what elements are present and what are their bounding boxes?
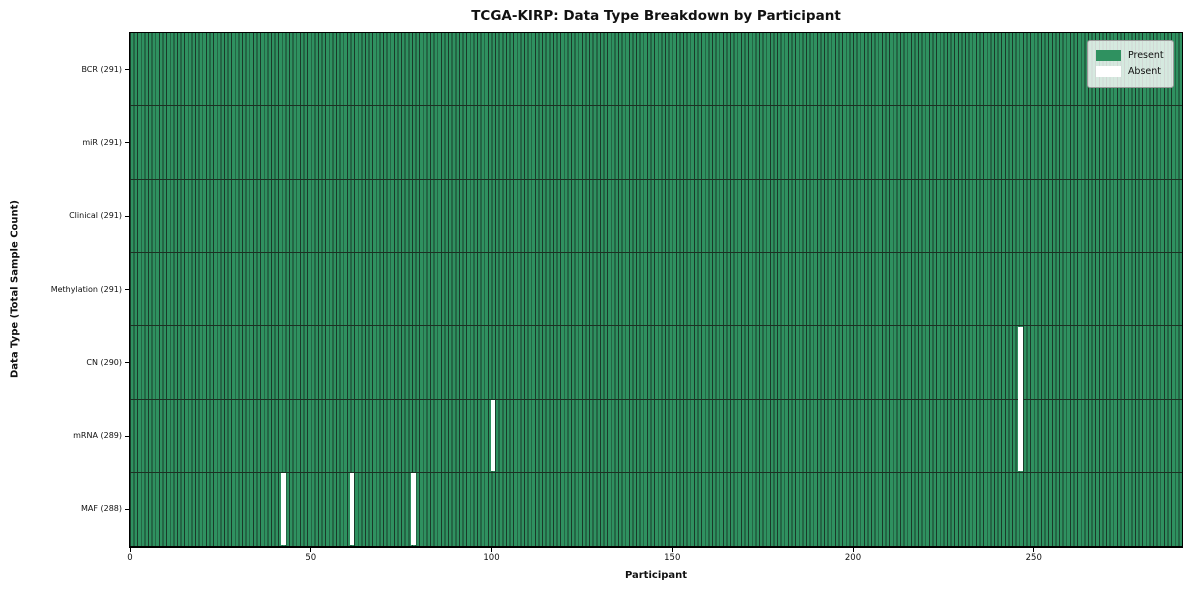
absent-bar	[411, 473, 416, 545]
chart-title: TCGA-KIRP: Data Type Breakdown by Partic…	[471, 8, 841, 24]
y-tick-label: Methylation (291)	[50, 284, 122, 294]
y-tick	[125, 435, 129, 437]
x-tick-label: 200	[844, 553, 862, 563]
y-tick-label: CN (290)	[86, 357, 122, 367]
legend-swatch-icon	[1095, 66, 1121, 78]
absent-bar	[349, 473, 355, 545]
row-divider	[129, 325, 1182, 327]
x-tick	[1033, 547, 1035, 552]
x-tick-label: 50	[305, 553, 317, 563]
y-tick-label: BCR (291)	[81, 64, 122, 74]
x-tick	[852, 547, 854, 552]
y-tick	[125, 362, 129, 364]
row-divider	[129, 398, 1182, 400]
row-divider	[129, 471, 1182, 473]
y-tick	[125, 215, 129, 217]
x-tick	[129, 547, 131, 552]
legend-item: Absent	[1095, 65, 1164, 79]
row-divider	[129, 251, 1182, 253]
legend-item: Present	[1095, 49, 1164, 63]
y-tick	[125, 508, 129, 510]
y-tick	[125, 69, 129, 71]
legend-label: Present	[1127, 50, 1164, 62]
x-tick-label: 150	[664, 553, 681, 563]
y-tick-label: MAF (288)	[80, 504, 122, 514]
plot-area: Present Absent	[128, 31, 1183, 548]
x-tick-label: 0	[127, 553, 133, 563]
x-tick-label: 250	[1025, 553, 1042, 563]
legend: Present Absent	[1086, 39, 1174, 88]
legend-label: Absent	[1127, 66, 1162, 78]
absent-bar	[280, 473, 286, 545]
row-divider	[129, 178, 1182, 180]
absent-bar	[1018, 326, 1024, 472]
x-tick-label: 100	[483, 553, 500, 563]
row-divider	[129, 105, 1182, 107]
x-tick	[491, 547, 492, 552]
x-tick	[310, 547, 312, 552]
y-tick-label: Clinical (291)	[69, 211, 122, 221]
y-tick-label: mRNA (289)	[73, 431, 122, 441]
absent-bar	[490, 400, 496, 472]
x-axis-label: Participant	[624, 570, 688, 581]
x-tick	[671, 547, 673, 552]
y-tick-label: miR (291)	[82, 137, 122, 147]
y-tick	[125, 289, 129, 290]
y-tick	[125, 142, 129, 144]
legend-swatch-icon	[1095, 50, 1121, 62]
